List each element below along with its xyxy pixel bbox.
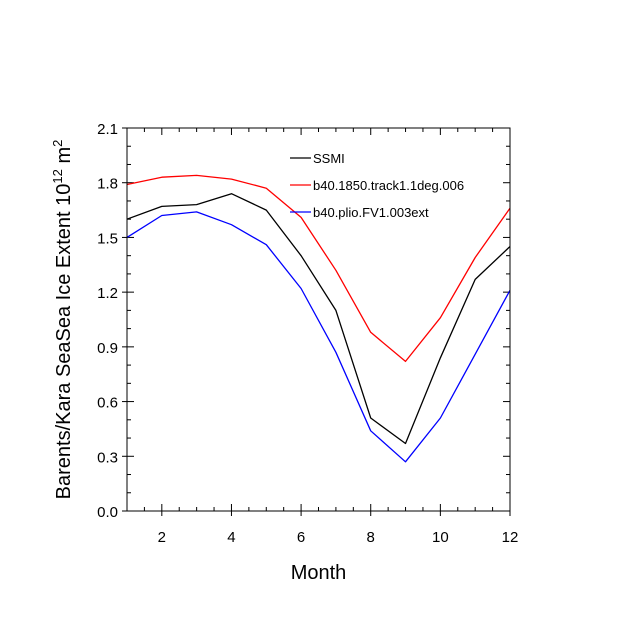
legend-label: b40.plio.FV1.003ext [313,205,429,220]
legend-label: SSMI [313,151,345,166]
y-axis-label-unit: m [53,147,75,169]
y-axis-label-main: Barents/Kara SeaSea Ice Extent 10 [53,184,75,500]
y-tick-label: 2.1 [97,121,118,138]
y-tick-label: 0.6 [97,395,118,412]
y-tick-label: 0.0 [97,504,118,521]
y-tick-labels: 0.0 0.3 0.6 0.9 1.2 1.5 1.8 2.1 [97,121,118,521]
x-tick-label: 2 [158,529,166,546]
x-tick-label: 12 [502,529,519,546]
plot-frame [126,127,511,512]
x-tick-label: 4 [227,529,235,546]
x-tick-label: 10 [432,529,449,546]
series-line-b40-1850-track1-1deg-006 [126,174,511,363]
y-axis-label-exponent: 12 [50,169,65,183]
legend: SSMI b40.1850.track1.1deg.006 b40.plio.FV1… [290,151,464,220]
axis-ticks [122,127,511,516]
x-tick-label: 6 [297,529,305,546]
x-tick-label: 8 [367,529,375,546]
y-tick-label: 0.9 [97,340,118,357]
x-tick-labels: 2 4 6 8 10 12 [158,529,519,546]
series-lines [126,174,511,463]
y-tick-label: 0.3 [97,449,118,466]
legend-label: b40.1850.track1.1deg.006 [313,178,464,193]
y-axis-label: Barents/Kara SeaSea Ice Extent 1012 m2 [50,140,75,500]
y-tick-label: 1.8 [97,176,118,193]
y-tick-label: 1.2 [97,285,118,302]
x-axis-label: Month [291,562,347,584]
series-line-b40-plio-fv1-003ext [126,211,511,463]
y-tick-label: 1.5 [97,230,118,247]
y-axis-label-unit-exponent: 2 [50,140,65,147]
series-line-ssmi [126,193,511,445]
